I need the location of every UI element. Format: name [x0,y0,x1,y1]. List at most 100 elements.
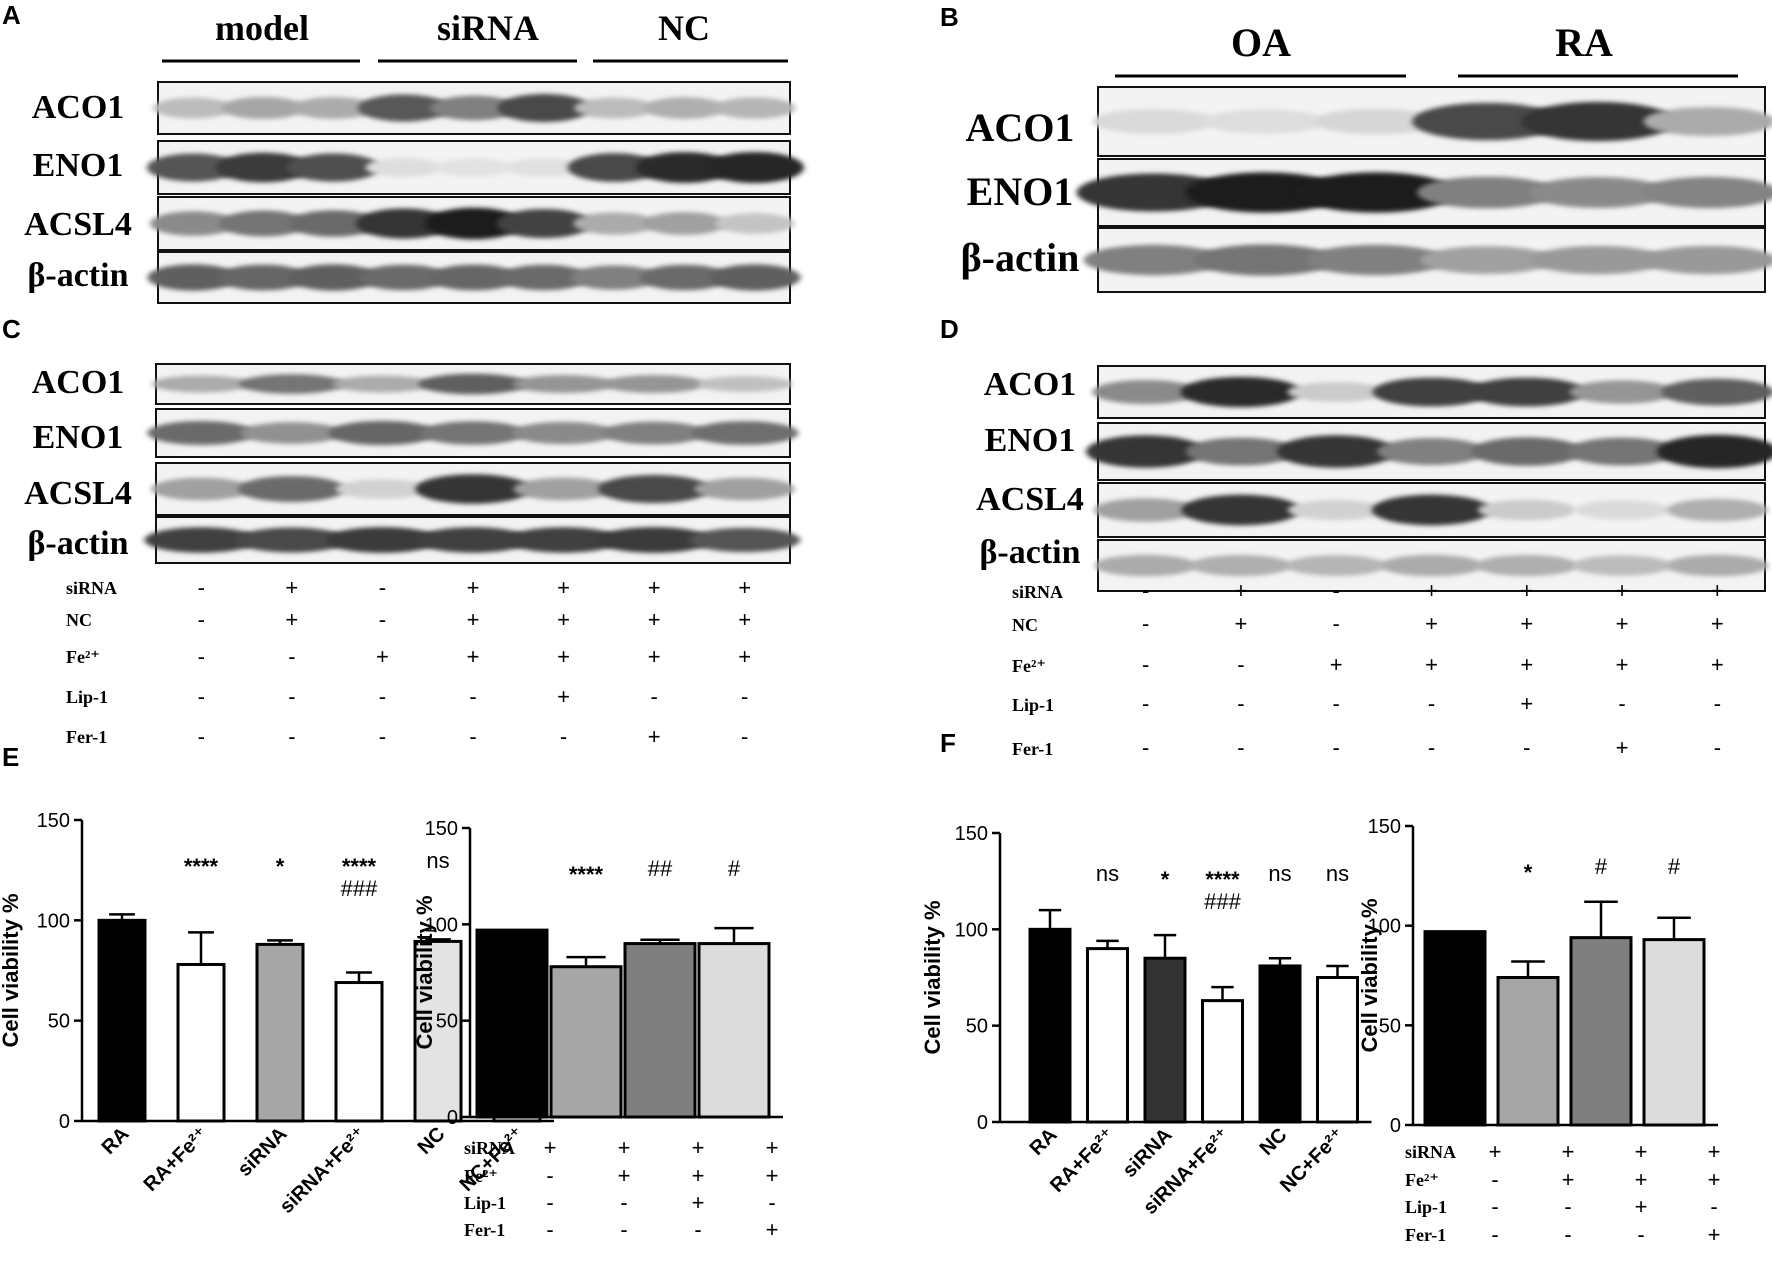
blot-band [601,421,707,445]
western-blots [144,81,1772,592]
treatment-sign: + [467,607,480,632]
treatment-sign: + [557,575,570,600]
blot-band [1093,498,1198,522]
panel-label-a: A [2,0,21,30]
significance-label: * [1161,867,1170,892]
treatment-label: siRNA [66,578,117,598]
blot-band [1656,434,1772,469]
treatment-sign: + [1520,578,1533,603]
treatment-sign: - [379,724,386,749]
treatment-sign: + [1520,611,1533,636]
treatment-sign: + [376,644,389,669]
treatment-sign: - [198,724,205,749]
y-tick-label: 150 [1368,816,1401,838]
blot-band [506,158,583,177]
blot-band [513,477,614,501]
treatment-sign: + [1711,652,1724,677]
blot-band [1660,378,1772,406]
significance-label: **** [184,854,219,879]
blot-band [1475,554,1578,577]
blot-band [1572,555,1672,576]
blot-band [1203,109,1326,134]
treatment-sign: - [288,644,295,669]
category-label: NC+Fe²⁺ [1276,1124,1349,1197]
treatment-sign: - [1428,691,1435,716]
treatment-sign: + [467,575,480,600]
row-label: β-actin [27,257,128,294]
blot-band [357,94,450,122]
treatment-sign: + [618,1135,631,1160]
blot-band [1377,437,1486,466]
row-label: ENO1 [33,147,124,184]
row-label: ACSL4 [24,206,132,243]
treatment-sign: + [648,724,661,749]
blot-panel-c [144,363,801,564]
significance-label: # [1668,854,1681,879]
blot-band [335,479,430,499]
blot-band [358,264,449,291]
panel-label-c: C [2,314,21,344]
blot-band [1091,108,1216,135]
blot-band [1193,244,1336,276]
blot-band [1185,437,1296,466]
group-header-nc: NC [658,8,710,48]
category-label: RA+Fe²⁺ [1046,1124,1119,1197]
treatment-sign: - [1237,652,1244,677]
treatment-sign: + [1616,578,1629,603]
treatment-sign: + [1616,735,1629,760]
treatment-sign: - [1237,735,1244,760]
significance-label: ### [341,876,378,901]
y-tick-label: 150 [425,818,458,840]
blot-band [1296,172,1456,213]
blot-band [240,422,344,444]
blot-band [639,264,730,291]
blot-band [430,95,518,121]
row-label: ENO1 [985,422,1076,459]
blot-band [1313,108,1438,135]
treatment-sign: - [1237,691,1244,716]
treatment-sign: + [766,1163,779,1188]
treatment-sign: - [198,575,205,600]
treatment-sign: - [620,1217,627,1242]
blot-band [499,264,590,291]
blot-band [1666,498,1769,522]
treatment-sign: + [692,1163,705,1188]
treatment-sign: - [650,684,657,709]
blot-band [151,477,252,501]
row-label: ACSL4 [976,481,1084,518]
significance-label: **** [569,862,604,887]
treatment-label: Fe²⁺ [1012,656,1046,676]
blot-band [1569,380,1675,404]
bar [1642,938,1706,1127]
panel-d-row-labels: ACO1 ENO1 ACSL4 β-actin [976,366,1084,571]
treatment-sign: + [1635,1194,1648,1219]
blot-band [235,527,349,553]
treatment-sign: - [1491,1194,1498,1219]
treatment-sign: + [557,684,570,709]
treatment-sign: - [1333,578,1340,603]
blot-band [328,420,437,446]
y-tick-label: 50 [436,1011,458,1033]
treatment-sign: - [469,684,476,709]
blot-band [218,210,308,237]
treatment-sign: - [379,684,386,709]
treatment-sign: - [1564,1194,1571,1219]
treatment-sign: - [1491,1222,1498,1247]
bar [176,962,226,1123]
blot-band [146,153,240,182]
treatment-sign: - [198,644,205,669]
y-axis-label: Cell viability % [1357,898,1382,1052]
blot-band [1530,245,1666,275]
panel-b-headers: OA RA [1115,20,1738,78]
y-tick-label: 100 [1368,916,1401,938]
blot-band [1477,499,1576,521]
blot-band [332,375,432,393]
treatment-sign: - [546,1163,553,1188]
treatment-sign: + [1425,652,1438,677]
blot-band [1287,499,1385,521]
bar [1569,936,1633,1127]
group-header-model: model [215,8,309,48]
blot-band [1420,246,1555,274]
treatment-label: NC [1012,615,1038,635]
